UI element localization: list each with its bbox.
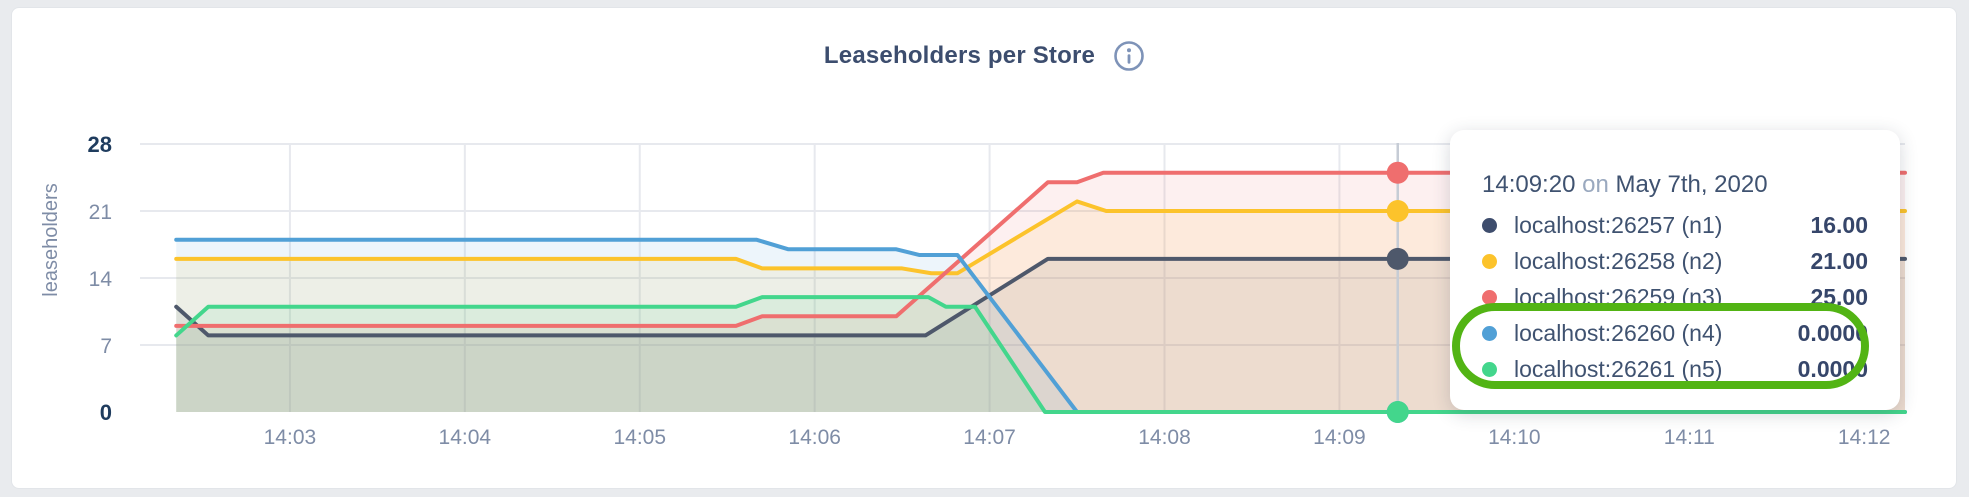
x-tick-label-14:07: 14:07: [963, 426, 1016, 449]
series-value-n2: 21.00: [1810, 247, 1868, 274]
series-value-n3: 25.00: [1810, 283, 1868, 310]
crosshair-dot-n1: [1386, 247, 1409, 270]
tooltip-row-n2: localhost:26258 (n2) 21.00: [1482, 243, 1868, 279]
series-name-n2: localhost:26258 (n2): [1514, 247, 1723, 274]
tooltip-date: May 7th, 2020: [1615, 171, 1768, 198]
y-tick-label-0: 0: [100, 400, 112, 425]
x-tick-label-14:06: 14:06: [788, 426, 841, 449]
y-tick-label-21: 21: [89, 201, 112, 224]
tooltip-time: 14:09:20: [1482, 171, 1576, 198]
tooltip-preposition: on: [1582, 171, 1609, 198]
series-value-n4: 0.0000: [1797, 319, 1868, 346]
crosshair-dot-n5: [1386, 401, 1409, 423]
x-tick-label-14:09: 14:09: [1313, 426, 1366, 449]
series-dot-n5: [1482, 361, 1497, 377]
tooltip-timestamp: 14:09:20 on May 7th, 2020: [1482, 170, 1868, 200]
y-tick-label-7: 7: [100, 335, 112, 358]
x-tick-label-14:10: 14:10: [1488, 426, 1541, 449]
series-line-n4: [174, 237, 1907, 414]
hover-tooltip: 14:09:20 on May 7th, 2020 localhost:2625…: [1450, 130, 1900, 410]
series-dot-n3: [1482, 289, 1497, 305]
x-tick-label-14:03: 14:03: [264, 426, 317, 449]
x-tick-label-14:05: 14:05: [613, 426, 666, 449]
series-line-n5: [174, 295, 1907, 414]
x-tick-label-14:11: 14:11: [1664, 426, 1715, 449]
tooltip-row-n1: localhost:26257 (n1) 16.00: [1482, 207, 1868, 243]
series-name-n1: localhost:26257 (n1): [1514, 211, 1723, 238]
series-value-n1: 16.00: [1810, 211, 1868, 238]
x-tick-label-14:04: 14:04: [439, 426, 492, 449]
series-name-n3: localhost:26259 (n3): [1514, 283, 1723, 310]
series-dot-n2: [1482, 253, 1497, 269]
info-icon[interactable]: [1113, 40, 1145, 72]
series-value-n5: 0.0000: [1797, 355, 1868, 382]
x-tick-label-14:12: 14:12: [1838, 426, 1891, 449]
crosshair-dot-n3: [1386, 161, 1409, 184]
page-title: Leaseholders per Store: [823, 42, 1096, 69]
x-tick-label-14:08: 14:08: [1138, 426, 1191, 449]
y-tick-label-28: 28: [88, 132, 112, 157]
chart-header: Leaseholders per Store: [0, 40, 1969, 72]
series-dot-n1: [1482, 217, 1497, 233]
tooltip-row-n3: localhost:26259 (n3) 25.00: [1482, 279, 1868, 315]
series-dot-n4: [1482, 325, 1497, 341]
tooltip-row-n5: localhost:26261 (n5) 0.0000: [1482, 351, 1868, 387]
series-line-n3: [174, 170, 1907, 328]
series-name-n4: localhost:26260 (n4): [1514, 319, 1723, 346]
tooltip-row-n4: localhost:26260 (n4) 0.0000: [1482, 315, 1868, 351]
series-line-n2: [174, 199, 1907, 276]
crosshair-dot-n2: [1386, 200, 1409, 222]
series-name-n5: localhost:26261 (n5): [1514, 355, 1723, 382]
series-area-n4: [176, 239, 1906, 412]
y-axis-title: leaseholders: [40, 183, 62, 296]
y-tick-label-14: 14: [89, 268, 113, 291]
